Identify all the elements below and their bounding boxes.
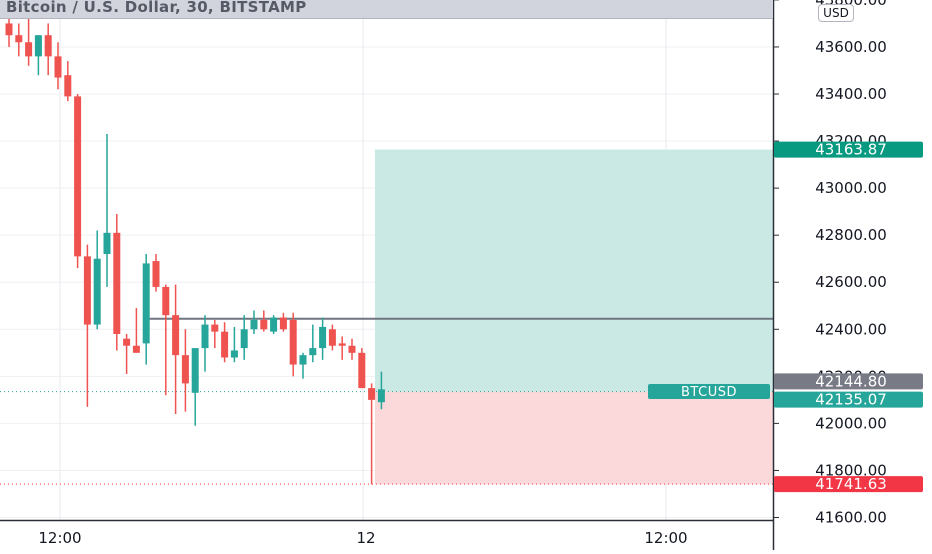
candle-body[interactable] bbox=[113, 232, 121, 334]
time-label: 12 bbox=[356, 529, 375, 547]
symbol-title: Bitcoin / U.S. Dollar, 30, BITSTAMP bbox=[6, 0, 307, 16]
price-tick-label: 42600.00 bbox=[815, 273, 887, 291]
price-tick-label: 43600.00 bbox=[815, 38, 887, 56]
candle-body[interactable] bbox=[103, 232, 111, 254]
target-price-label-bg bbox=[774, 141, 923, 158]
price-tick-label: 41600.00 bbox=[815, 509, 887, 527]
price-tick-label: 41800.00 bbox=[815, 461, 887, 479]
entry-price-label-bg bbox=[774, 391, 923, 408]
currency-button[interactable]: USD bbox=[818, 4, 854, 22]
candle-body[interactable] bbox=[348, 345, 356, 353]
target-price-label: 43163.87 bbox=[815, 141, 887, 159]
candle-body[interactable] bbox=[162, 286, 170, 316]
symbol-label: BTCUSD bbox=[648, 384, 770, 400]
price-tick-label: 42400.00 bbox=[815, 320, 887, 338]
candle-body[interactable] bbox=[5, 23, 13, 36]
loss-zone[interactable] bbox=[375, 391, 773, 485]
candle-body[interactable] bbox=[328, 329, 336, 346]
price-tick-label: 42000.00 bbox=[815, 414, 887, 432]
candle-body[interactable] bbox=[25, 42, 33, 57]
candle-body[interactable] bbox=[270, 317, 278, 332]
candle-body[interactable] bbox=[221, 331, 229, 358]
last-price-label: 42144.80 bbox=[815, 372, 887, 390]
candle-body[interactable] bbox=[54, 56, 62, 78]
candle-body[interactable] bbox=[211, 324, 219, 332]
candle-body[interactable] bbox=[64, 75, 72, 97]
legend-bar[interactable]: Bitcoin / U.S. Dollar, 30, BITSTAMP bbox=[0, 0, 773, 19]
candle-body[interactable] bbox=[132, 345, 140, 353]
candle-body[interactable] bbox=[93, 258, 101, 325]
candlestick-series[interactable] bbox=[5, 9, 385, 485]
candle-body[interactable] bbox=[299, 355, 307, 365]
candle-body[interactable] bbox=[250, 319, 258, 330]
price-tick-label: 43000.00 bbox=[815, 179, 887, 197]
candle-body[interactable] bbox=[44, 35, 52, 57]
candle-body[interactable] bbox=[260, 319, 268, 330]
price-tick-label: 42800.00 bbox=[815, 226, 887, 244]
candle-body[interactable] bbox=[377, 389, 385, 403]
time-label: 12:00 bbox=[38, 529, 81, 547]
candle-body[interactable] bbox=[74, 96, 82, 257]
candle-body[interactable] bbox=[338, 343, 346, 346]
candle-body[interactable] bbox=[123, 338, 131, 346]
time-axis[interactable]: 12:00 12 12:00 bbox=[38, 529, 687, 547]
candle-body[interactable] bbox=[152, 261, 160, 287]
candle-body[interactable] bbox=[319, 326, 327, 349]
stop-price-label: 41741.63 bbox=[815, 475, 887, 493]
price-axis[interactable]: 43800.0043600.0043400.0043200.0043000.00… bbox=[774, 0, 887, 527]
candle-body[interactable] bbox=[191, 348, 199, 393]
profit-zone[interactable] bbox=[375, 149, 773, 392]
candle-body[interactable] bbox=[201, 324, 209, 349]
candle-body[interactable] bbox=[15, 35, 23, 43]
symbol-label-bg bbox=[648, 384, 770, 399]
candle-body[interactable] bbox=[358, 352, 366, 389]
candle-body[interactable] bbox=[368, 388, 376, 400]
candle-body[interactable] bbox=[240, 329, 248, 349]
last-price-label-bg bbox=[774, 373, 923, 390]
candle-body[interactable] bbox=[289, 319, 297, 365]
symbol-label-text: BTCUSD bbox=[681, 385, 737, 400]
candle-body[interactable] bbox=[142, 263, 150, 344]
candle-body[interactable] bbox=[34, 35, 42, 57]
candle-body[interactable] bbox=[230, 350, 238, 358]
stop-price-label-bg bbox=[774, 476, 923, 493]
entry-price-label: 42135.07 bbox=[815, 391, 887, 409]
price-tick-label: 43400.00 bbox=[815, 85, 887, 103]
candle-body[interactable] bbox=[279, 317, 287, 330]
candle-body[interactable] bbox=[83, 256, 91, 325]
candle-body[interactable] bbox=[181, 355, 189, 384]
candle-body[interactable] bbox=[172, 315, 180, 356]
time-label: 12:00 bbox=[644, 529, 687, 547]
candle-body[interactable] bbox=[309, 348, 317, 356]
